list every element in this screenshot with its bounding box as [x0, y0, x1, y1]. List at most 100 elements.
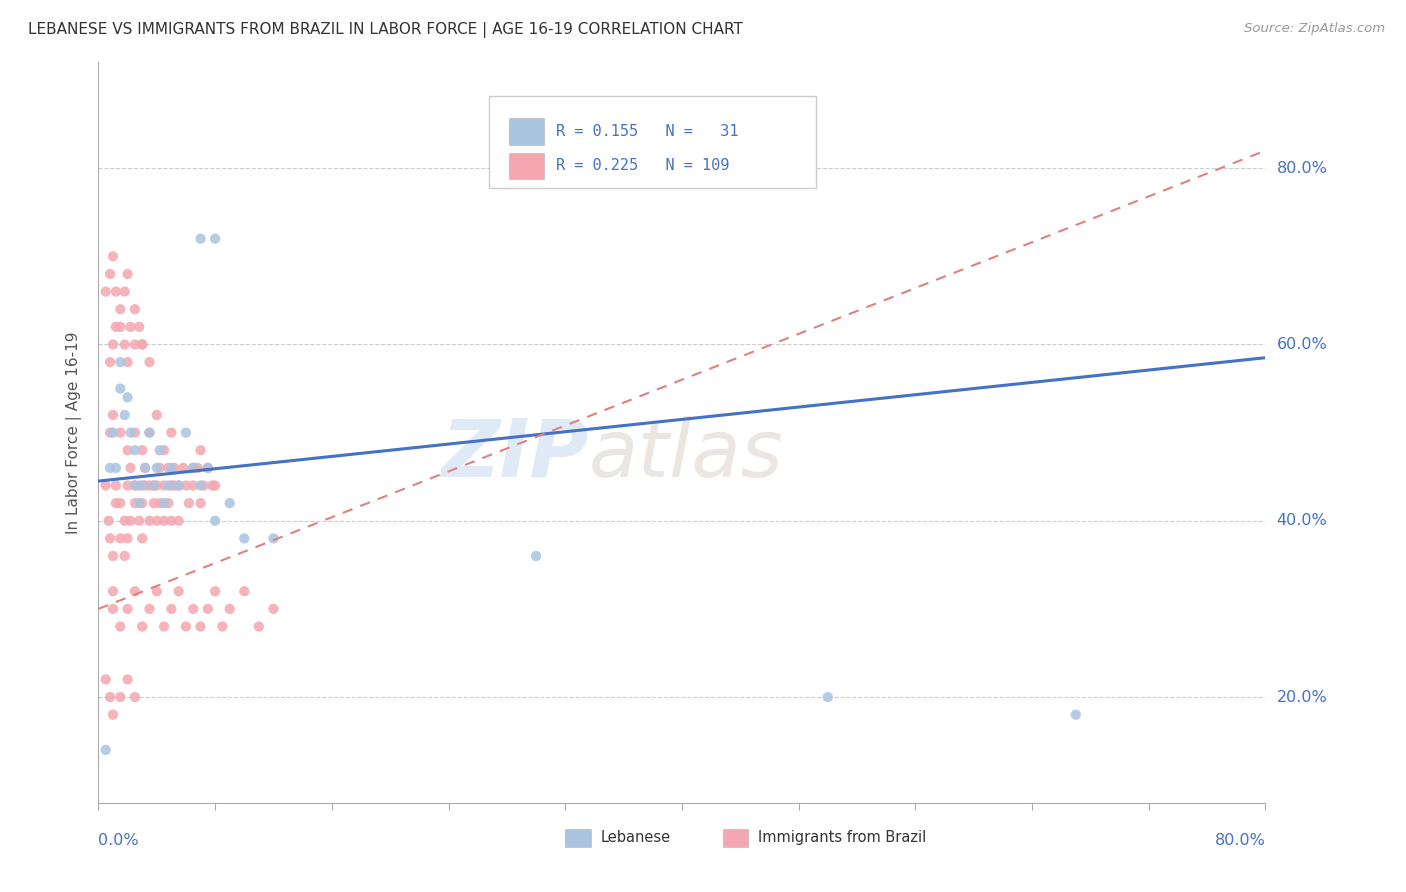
Point — [153, 496, 176, 510]
Point — [114, 549, 136, 563]
Bar — [509, 119, 544, 145]
Point — [110, 319, 132, 334]
Point — [190, 443, 212, 458]
Point — [131, 337, 153, 351]
Point — [128, 319, 150, 334]
Point — [117, 478, 139, 492]
Text: ZIP: ZIP — [441, 416, 589, 494]
Point — [190, 232, 212, 246]
Point — [167, 478, 190, 492]
Point — [149, 461, 172, 475]
Bar — [565, 829, 591, 847]
Point — [97, 514, 120, 528]
Point — [163, 461, 186, 475]
Point — [98, 690, 121, 704]
Point — [124, 496, 146, 510]
Point — [131, 337, 153, 351]
Text: Source: ZipAtlas.com: Source: ZipAtlas.com — [1244, 22, 1385, 36]
Point — [190, 496, 212, 510]
Point — [120, 319, 142, 334]
Point — [177, 496, 200, 510]
Point — [160, 514, 183, 528]
Point — [817, 690, 839, 704]
Point — [98, 461, 121, 475]
Point — [98, 532, 121, 546]
Point — [110, 382, 132, 396]
Point — [98, 355, 121, 369]
Text: 80.0%: 80.0% — [1277, 161, 1327, 176]
Point — [149, 443, 172, 458]
Point — [197, 461, 219, 475]
Point — [197, 602, 219, 616]
Point — [124, 302, 146, 317]
Text: R = 0.225   N = 109: R = 0.225 N = 109 — [555, 159, 730, 173]
Point — [262, 602, 284, 616]
Point — [114, 408, 136, 422]
Point — [1064, 707, 1087, 722]
Text: 40.0%: 40.0% — [1277, 513, 1327, 528]
Point — [124, 425, 146, 440]
Point — [174, 425, 197, 440]
Point — [138, 602, 160, 616]
Point — [146, 478, 169, 492]
Point — [167, 514, 190, 528]
Text: LEBANESE VS IMMIGRANTS FROM BRAZIL IN LABOR FORCE | AGE 16-19 CORRELATION CHART: LEBANESE VS IMMIGRANTS FROM BRAZIL IN LA… — [28, 22, 742, 38]
Point — [110, 619, 132, 633]
Point — [142, 478, 165, 492]
Point — [247, 619, 270, 633]
Point — [131, 619, 153, 633]
Text: Lebanese: Lebanese — [600, 830, 671, 845]
Point — [131, 443, 153, 458]
Text: 80.0%: 80.0% — [1215, 833, 1265, 848]
Point — [114, 337, 136, 351]
Point — [104, 478, 127, 492]
Point — [218, 602, 240, 616]
Point — [117, 443, 139, 458]
Point — [190, 478, 212, 492]
Point — [204, 232, 226, 246]
Point — [131, 532, 153, 546]
Point — [138, 425, 160, 440]
Point — [146, 408, 169, 422]
Point — [163, 478, 186, 492]
Point — [172, 461, 194, 475]
Point — [94, 673, 117, 687]
Y-axis label: In Labor Force | Age 16-19: In Labor Force | Age 16-19 — [66, 331, 83, 534]
Bar — [723, 829, 748, 847]
Point — [124, 478, 146, 492]
Point — [157, 496, 180, 510]
Point — [153, 478, 176, 492]
Point — [101, 549, 124, 563]
Text: atlas: atlas — [589, 416, 783, 494]
Point — [149, 496, 172, 510]
Point — [174, 478, 197, 492]
Point — [124, 443, 146, 458]
Point — [94, 285, 117, 299]
Point — [181, 461, 204, 475]
Point — [160, 478, 183, 492]
Point — [101, 425, 124, 440]
Point — [101, 584, 124, 599]
FancyBboxPatch shape — [489, 95, 815, 188]
Point — [117, 602, 139, 616]
Point — [117, 355, 139, 369]
Point — [153, 619, 176, 633]
Point — [128, 478, 150, 492]
Point — [94, 478, 117, 492]
Point — [160, 602, 183, 616]
Point — [138, 514, 160, 528]
Point — [153, 443, 176, 458]
Point — [101, 337, 124, 351]
Point — [101, 408, 124, 422]
Point — [181, 478, 204, 492]
Point — [153, 514, 176, 528]
Point — [167, 584, 190, 599]
Point — [117, 390, 139, 404]
Point — [142, 496, 165, 510]
Point — [114, 285, 136, 299]
Point — [98, 267, 121, 281]
Point — [181, 461, 204, 475]
Point — [138, 355, 160, 369]
Point — [190, 619, 212, 633]
Point — [98, 425, 121, 440]
